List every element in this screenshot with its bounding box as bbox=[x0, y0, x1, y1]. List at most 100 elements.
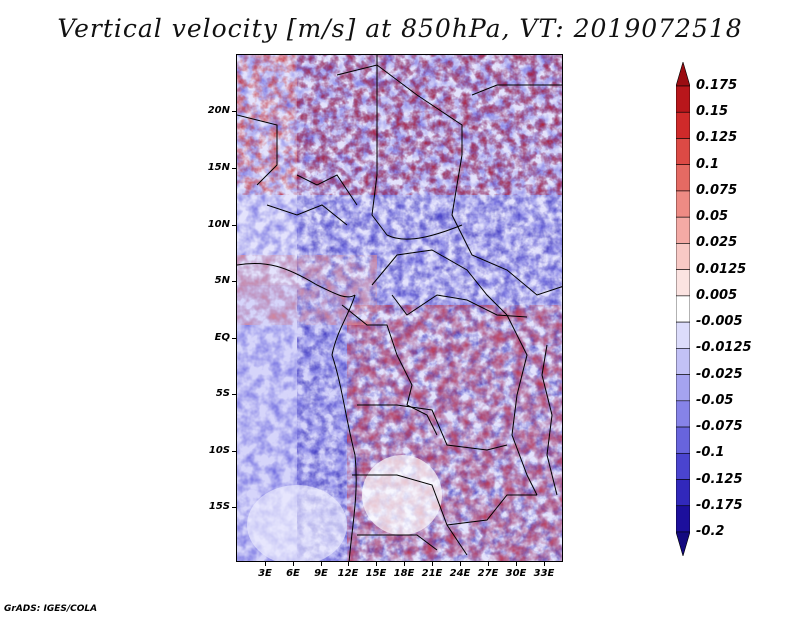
colorbar-box bbox=[676, 295, 690, 323]
lon-label: 18E bbox=[393, 568, 415, 579]
border-9 bbox=[357, 404, 508, 451]
border-12 bbox=[446, 494, 537, 526]
lon-label: 12E bbox=[337, 568, 359, 579]
lon-tick bbox=[544, 562, 545, 566]
lat-label: 20N bbox=[207, 105, 230, 116]
border-2 bbox=[336, 64, 463, 155]
colorbar-tick-label: 0.175 bbox=[696, 78, 738, 93]
lat-tick-10s bbox=[232, 451, 236, 452]
country-boundaries bbox=[237, 55, 562, 561]
lat-tick-eq bbox=[232, 338, 236, 339]
colorbar-box bbox=[676, 138, 690, 166]
colorbar bbox=[676, 62, 690, 556]
lon-label: 3E bbox=[258, 568, 272, 579]
weak-upward-field bbox=[237, 255, 377, 325]
colorbar-tick-label: 0.0125 bbox=[696, 261, 747, 277]
lat-label: EQ bbox=[214, 332, 230, 343]
map-plot-area bbox=[236, 54, 563, 562]
colorbar-box bbox=[676, 190, 690, 218]
lon-tick bbox=[376, 562, 377, 566]
border-5 bbox=[371, 249, 508, 316]
lon-tick bbox=[460, 562, 461, 566]
colorbar-tick-label: 0.075 bbox=[696, 182, 738, 198]
border-14 bbox=[237, 114, 278, 186]
border-6 bbox=[391, 294, 528, 318]
colorbar-box bbox=[676, 348, 690, 375]
colorbar-box bbox=[676, 321, 690, 349]
border-8 bbox=[396, 354, 438, 436]
colorbar-tick-label: 0.005 bbox=[696, 287, 738, 303]
colorbar-tick-label: -0.005 bbox=[696, 314, 743, 330]
coastline-central bbox=[331, 294, 357, 561]
lat-label: 15S bbox=[208, 501, 230, 512]
colorbar-box bbox=[676, 426, 690, 454]
border-10 bbox=[506, 314, 538, 496]
calm-zone-ocean bbox=[247, 485, 347, 561]
lon-label: 6E bbox=[286, 568, 300, 579]
border-11 bbox=[352, 474, 468, 556]
lon-tick bbox=[321, 562, 322, 566]
lat-tick-5s bbox=[232, 394, 236, 395]
coastline-west-africa bbox=[237, 262, 356, 298]
lat-label: 10S bbox=[208, 445, 230, 456]
colorbar-tick-label: 0.125 bbox=[696, 130, 738, 146]
colorbar-box bbox=[676, 374, 690, 402]
colorbar-box bbox=[676, 400, 690, 428]
grads-credit: GrADS: IGES/COLA bbox=[4, 604, 98, 614]
colorbar-tick-label: -0.1 bbox=[696, 445, 725, 461]
colorbar-tick-label: -0.05 bbox=[696, 392, 734, 408]
colorbar-tick-label: 0.1 bbox=[696, 156, 720, 172]
lon-label: 9E bbox=[314, 568, 328, 579]
lon-label: 33E bbox=[533, 568, 555, 579]
lon-tick bbox=[432, 562, 433, 566]
colorbar-tick-label: -0.175 bbox=[696, 497, 743, 513]
lon-label: 15E bbox=[365, 568, 387, 579]
colorbar-max-triangle bbox=[676, 62, 690, 87]
calm-zone bbox=[362, 455, 442, 535]
lat-tick-10n bbox=[232, 225, 236, 226]
upward-motion-field-north bbox=[237, 55, 562, 195]
colorbar-min-triangle bbox=[676, 531, 690, 556]
colorbar-tick-label: 0.05 bbox=[696, 209, 729, 225]
colorbar-box bbox=[676, 164, 690, 192]
colorbar-box bbox=[676, 505, 690, 533]
lat-label: 5S bbox=[215, 388, 230, 399]
lat-label: 10N bbox=[207, 219, 230, 230]
colorbar-tick-label: -0.075 bbox=[696, 419, 743, 435]
lake-boundary bbox=[541, 344, 558, 496]
lon-label: 24E bbox=[449, 568, 471, 579]
lon-tick bbox=[516, 562, 517, 566]
colorbar-box bbox=[676, 216, 690, 244]
border-13 bbox=[357, 534, 438, 551]
plot-title: Vertical velocity [m/s] at 850hPa, VT: 2… bbox=[57, 14, 743, 43]
border-4 bbox=[386, 224, 463, 240]
vertical-velocity-field bbox=[237, 55, 562, 561]
lon-tick bbox=[488, 562, 489, 566]
border-1 bbox=[371, 55, 388, 236]
lon-label: 27E bbox=[477, 568, 499, 579]
lat-tick-15n bbox=[232, 168, 236, 169]
lat-tick-5n bbox=[232, 281, 236, 282]
lon-tick bbox=[293, 562, 294, 566]
lat-label: 15N bbox=[207, 162, 230, 173]
colorbar-box bbox=[676, 479, 690, 507]
lon-tick bbox=[348, 562, 349, 566]
lon-tick bbox=[404, 562, 405, 566]
colorbar-box bbox=[676, 269, 690, 297]
border-17 bbox=[471, 84, 562, 96]
lat-tick-15s bbox=[232, 507, 236, 508]
border-15 bbox=[296, 174, 358, 206]
border-7 bbox=[341, 304, 398, 356]
lat-tick-20n bbox=[232, 111, 236, 112]
lat-label: 5N bbox=[214, 275, 230, 286]
colorbar-tick-label: 0.025 bbox=[696, 235, 738, 251]
colorbar-box bbox=[676, 243, 690, 270]
colorbar-tick-label: -0.2 bbox=[696, 524, 725, 539]
colorbar-tick-label: -0.0125 bbox=[696, 340, 752, 356]
lon-label: 21E bbox=[421, 568, 443, 579]
colorbar-box bbox=[676, 111, 690, 139]
colorbar-box bbox=[676, 85, 690, 113]
border-16 bbox=[266, 204, 348, 226]
lon-tick bbox=[265, 562, 266, 566]
border-3 bbox=[451, 154, 562, 296]
